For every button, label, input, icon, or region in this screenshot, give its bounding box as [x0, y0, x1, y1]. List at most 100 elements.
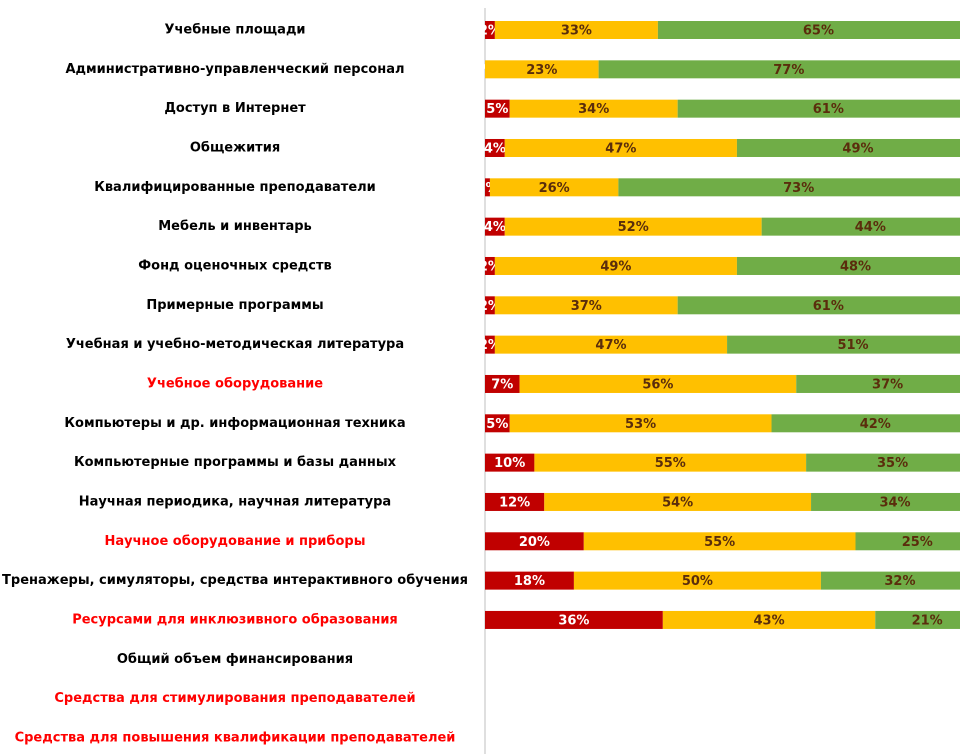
bar-segment	[811, 492, 960, 511]
value-label: 37%	[571, 299, 602, 314]
value-label: 25%	[902, 535, 933, 550]
value-label: 43%	[753, 613, 784, 628]
category-label: Научная периодика, научная литература	[79, 494, 391, 509]
bar-segment	[727, 335, 960, 354]
bar-segment	[534, 453, 807, 472]
value-label: 10%	[494, 456, 525, 471]
bar-segment	[485, 610, 663, 629]
bar-segment	[494, 296, 678, 315]
category-label: Средства для стимулирования преподавател…	[54, 691, 415, 706]
bar-segment	[485, 60, 599, 79]
value-label: 55%	[704, 535, 735, 550]
bar-segment	[485, 21, 495, 39]
value-label: 34%	[578, 102, 609, 117]
category-label: Квалифицированные преподаватели	[94, 180, 376, 195]
bar-segment	[485, 217, 505, 236]
bar-segment	[657, 21, 960, 39]
value-label: 36%	[558, 613, 589, 628]
category-label: Тренажеры, симуляторы, средства интеракт…	[2, 573, 468, 588]
value-label: 61%	[813, 299, 844, 314]
category-label: Фонд оценочных средств	[138, 258, 332, 273]
bar-segment	[494, 21, 658, 39]
value-label: 23%	[526, 63, 557, 78]
bar-segment	[662, 610, 876, 629]
category-label: Примерные программы	[146, 298, 323, 313]
category-label: Компьютеры и др. информационная техника	[64, 416, 405, 431]
value-label: 52%	[618, 220, 649, 235]
category-label: Учебная и учебно-методическая литература	[66, 337, 404, 352]
value-label: 51%	[837, 338, 868, 353]
bar-segment	[485, 335, 495, 354]
value-label: 49%	[842, 141, 873, 156]
value-label: 35%	[877, 456, 908, 471]
value-label: 34%	[879, 495, 910, 510]
value-label: 32%	[884, 574, 915, 589]
value-label: 53%	[625, 417, 656, 432]
bar-segment	[504, 138, 737, 157]
value-label: 61%	[813, 102, 844, 117]
bar-segment	[677, 99, 960, 118]
value-label: 56%	[642, 377, 673, 392]
bar-segment	[489, 178, 619, 197]
bar-segment	[573, 571, 821, 590]
bar-segment	[796, 374, 960, 393]
bar-segment	[485, 178, 490, 197]
value-label: 33%	[561, 24, 592, 39]
value-label: 42%	[860, 417, 891, 432]
value-label: 47%	[595, 338, 626, 353]
bar-segment	[519, 374, 797, 393]
value-label: 77%	[773, 63, 804, 78]
bar-segment	[485, 138, 505, 157]
bar-segment	[509, 414, 772, 433]
value-label: 26%	[539, 181, 570, 196]
category-label: Средства для повышения квалификации преп…	[15, 730, 456, 745]
value-label: 44%	[855, 220, 886, 235]
value-label: 50%	[682, 574, 713, 589]
value-label: 48%	[840, 259, 871, 274]
value-label: 5%	[486, 417, 508, 432]
value-label: 55%	[655, 456, 686, 471]
bar-segment	[820, 571, 960, 590]
value-label: 7%	[491, 377, 513, 392]
bar-segment	[485, 414, 510, 433]
value-label: 4%	[484, 141, 506, 156]
bar-segment	[485, 99, 510, 118]
category-label: Административно-управленческий персонал	[66, 62, 405, 77]
bar-segment	[485, 492, 545, 511]
bar-segment	[494, 335, 728, 354]
category-label: Доступ в Интернет	[164, 101, 306, 116]
bar-segment	[875, 610, 960, 629]
value-label: 20%	[519, 535, 550, 550]
category-label: Учебное оборудование	[147, 376, 323, 391]
category-label: Научное оборудование и приборы	[105, 534, 366, 549]
bar-segment	[485, 256, 495, 275]
bar-segment	[736, 138, 960, 157]
bar-segment	[485, 296, 495, 315]
bar-segment	[485, 374, 520, 393]
value-label: 5%	[486, 102, 508, 117]
category-label: Мебель и инвентарь	[158, 219, 312, 234]
bar-segment	[494, 256, 737, 275]
category-label: Ресурсами для инклюзивного образования	[72, 612, 398, 627]
bar-segment	[544, 492, 812, 511]
value-label: 47%	[605, 141, 636, 156]
value-label: 65%	[803, 24, 834, 39]
bar-segment	[855, 532, 960, 551]
category-label: Общий объем финансирования	[117, 652, 353, 667]
value-label: 54%	[662, 495, 693, 510]
bar-segment	[509, 99, 678, 118]
bar-segment	[736, 256, 960, 275]
category-label: Общежития	[190, 140, 280, 155]
value-label: 49%	[600, 259, 631, 274]
bar-segment	[771, 414, 960, 433]
bar-segment	[761, 217, 960, 236]
value-label: 12%	[499, 495, 530, 510]
category-label: Компьютерные программы и базы данных	[74, 455, 397, 470]
value-label: 73%	[783, 181, 814, 196]
bar-segment	[485, 532, 584, 551]
category-label: Учебные площади	[164, 23, 305, 38]
bar-segment	[618, 178, 960, 197]
bar-segment	[504, 217, 762, 236]
